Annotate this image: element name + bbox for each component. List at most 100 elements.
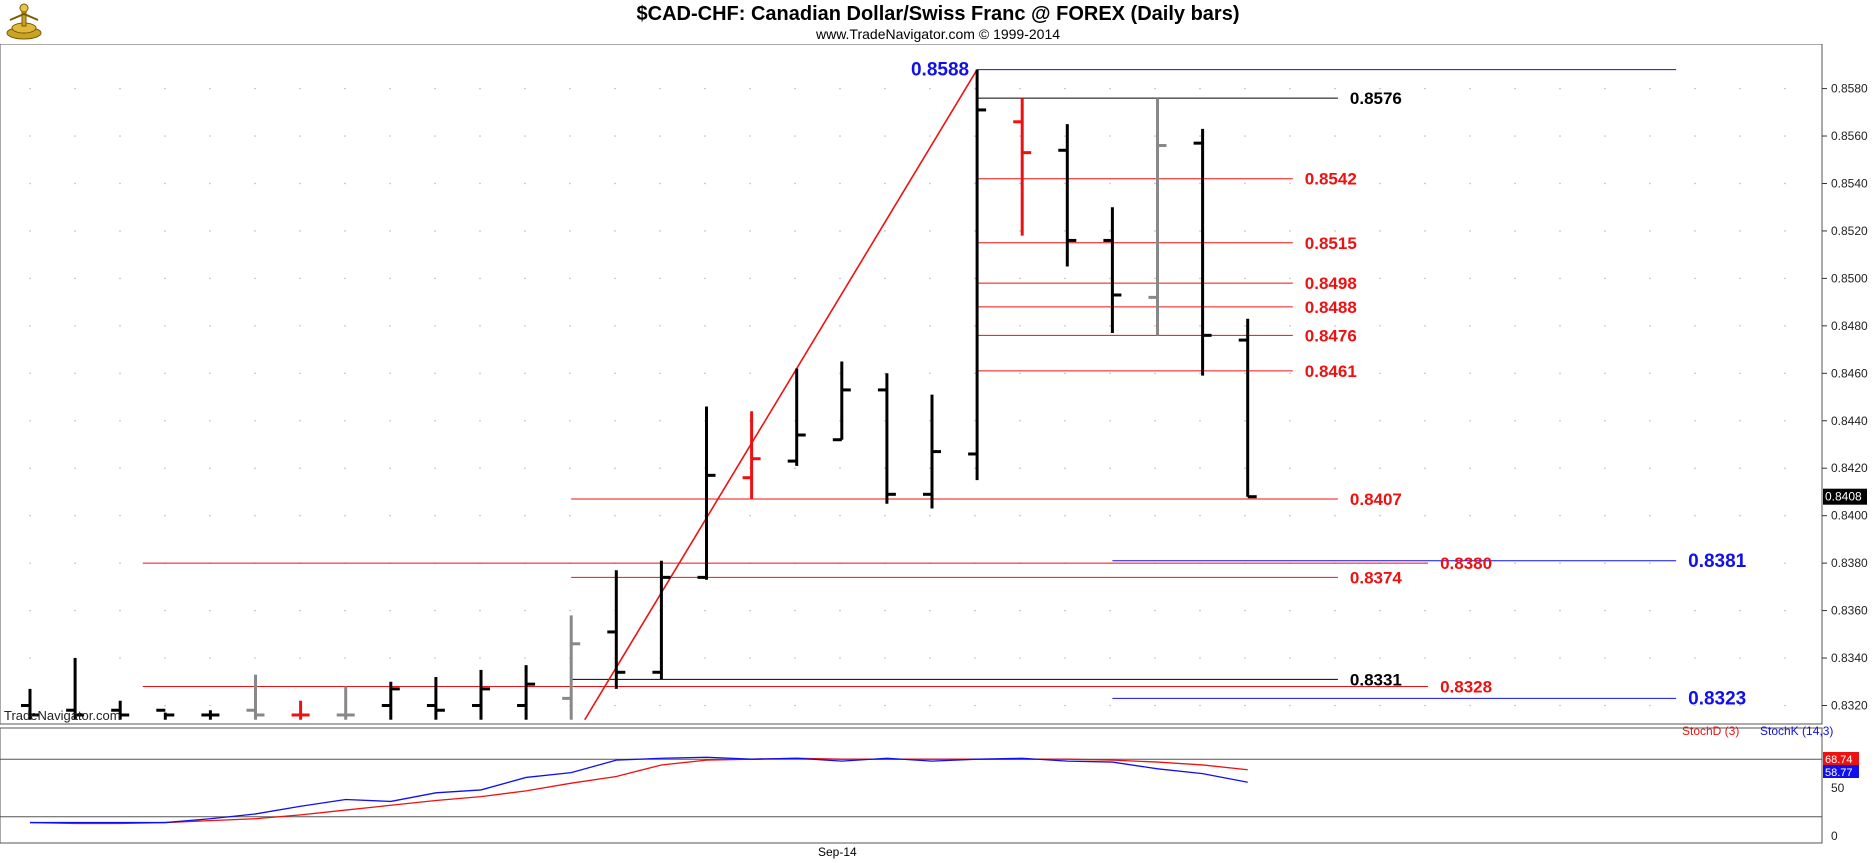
grid-dot bbox=[1289, 514, 1291, 517]
grid-dot bbox=[254, 514, 256, 517]
level-label: 0.8407 bbox=[1350, 490, 1402, 509]
grid-dot bbox=[209, 87, 211, 90]
grid-dot bbox=[1649, 372, 1651, 375]
grid-dot bbox=[1784, 657, 1786, 659]
stoch-d-value-label: 68.74 bbox=[1825, 754, 1853, 766]
grid-dot bbox=[1289, 325, 1291, 327]
grid-dot bbox=[1289, 372, 1291, 375]
grid-dot bbox=[299, 657, 301, 659]
price-tick-label: 0.8440 bbox=[1831, 414, 1868, 428]
grid-dot bbox=[659, 419, 661, 422]
grid-dot bbox=[974, 182, 976, 185]
level-label: 0.8461 bbox=[1305, 362, 1357, 381]
level-label: 0.8542 bbox=[1305, 170, 1357, 189]
grid-dot bbox=[254, 467, 256, 470]
price-tick-label: 0.8320 bbox=[1831, 698, 1868, 712]
grid-dot bbox=[389, 514, 391, 517]
grid-dot bbox=[1334, 182, 1336, 185]
grid-dot bbox=[1334, 135, 1336, 137]
grid-dot bbox=[524, 325, 526, 327]
chart-subtitle: www.TradeNavigator.com © 1999-2014 bbox=[815, 26, 1061, 42]
grid-dot bbox=[569, 467, 571, 470]
chart-grid bbox=[29, 87, 1786, 707]
ohlc-bar bbox=[968, 69, 987, 481]
grid-dot bbox=[1289, 419, 1291, 422]
grid-dot bbox=[839, 514, 841, 517]
grid-dot bbox=[884, 135, 886, 137]
stoch-axis-tick: 0 bbox=[1831, 829, 1838, 843]
grid-dot bbox=[749, 372, 751, 375]
ohlc-bar bbox=[1238, 318, 1257, 499]
grid-dot bbox=[794, 325, 796, 327]
grid-dot bbox=[344, 514, 346, 517]
ohlc-bar bbox=[607, 570, 626, 689]
grid-dot bbox=[569, 609, 571, 612]
grid-dot bbox=[1784, 182, 1786, 185]
grid-dot bbox=[434, 514, 436, 517]
grid-dot bbox=[1199, 372, 1201, 375]
ohlc-bar bbox=[336, 686, 355, 720]
grid-dot bbox=[1649, 325, 1651, 327]
level-label: 0.8323 bbox=[1688, 688, 1746, 709]
grid-dot bbox=[1199, 657, 1201, 659]
grid-dot bbox=[1199, 609, 1201, 612]
grid-dot bbox=[1784, 704, 1786, 707]
grid-dot bbox=[1604, 419, 1606, 422]
grid-dot bbox=[1064, 609, 1066, 612]
grid-dot bbox=[974, 419, 976, 422]
grid-dot bbox=[1514, 562, 1516, 564]
ohlc-bars-layer bbox=[21, 69, 1257, 720]
grid-dot bbox=[1739, 277, 1741, 280]
grid-dot bbox=[299, 609, 301, 612]
price-tick-label: 0.8360 bbox=[1831, 604, 1868, 618]
grid-dot bbox=[794, 657, 796, 659]
trendline bbox=[584, 69, 978, 721]
grid-dot bbox=[389, 419, 391, 422]
grid-dot bbox=[929, 230, 931, 232]
grid-dot bbox=[569, 182, 571, 185]
grid-dot bbox=[74, 419, 76, 422]
grid-dot bbox=[614, 87, 616, 90]
grid-dot bbox=[1559, 372, 1561, 375]
grid-dot bbox=[749, 182, 751, 185]
grid-dot bbox=[974, 87, 976, 90]
ohlc-bar bbox=[201, 710, 220, 720]
grid-dot bbox=[1154, 657, 1156, 659]
grid-dot bbox=[614, 230, 616, 232]
grid-dot bbox=[1424, 87, 1426, 90]
price-tick-label: 0.8500 bbox=[1831, 271, 1868, 285]
grid-dot bbox=[1469, 467, 1471, 470]
grid-dot bbox=[1469, 135, 1471, 137]
grid-dot bbox=[164, 277, 166, 280]
grid-dot bbox=[254, 657, 256, 659]
price-tick-label: 0.8540 bbox=[1831, 176, 1868, 190]
grid-dot bbox=[704, 277, 706, 280]
grid-dot bbox=[1154, 325, 1156, 327]
grid-dot bbox=[389, 609, 391, 612]
grid-dot bbox=[614, 135, 616, 137]
ohlc-bar bbox=[742, 411, 761, 500]
grid-dot bbox=[254, 230, 256, 232]
grid-dot bbox=[569, 514, 571, 517]
grid-dot bbox=[1469, 230, 1471, 232]
grid-dot bbox=[974, 277, 976, 280]
grid-dot bbox=[299, 325, 301, 327]
grid-dot bbox=[434, 182, 436, 185]
grid-dot bbox=[1694, 87, 1696, 90]
grid-dot bbox=[209, 230, 211, 232]
grid-dot bbox=[164, 325, 166, 327]
grid-dot bbox=[164, 467, 166, 470]
grid-dot bbox=[29, 419, 31, 422]
grid-dot bbox=[1019, 704, 1021, 707]
grid-dot bbox=[119, 325, 121, 327]
grid-dot bbox=[1334, 325, 1336, 327]
grid-dot bbox=[1154, 182, 1156, 185]
grid-dot bbox=[794, 277, 796, 280]
grid-dot bbox=[164, 609, 166, 612]
grid-dot bbox=[119, 609, 121, 612]
grid-dot bbox=[434, 230, 436, 232]
grid-dot bbox=[29, 87, 31, 90]
grid-dot bbox=[1604, 372, 1606, 375]
grid-dot bbox=[1559, 135, 1561, 137]
grid-dot bbox=[29, 562, 31, 564]
